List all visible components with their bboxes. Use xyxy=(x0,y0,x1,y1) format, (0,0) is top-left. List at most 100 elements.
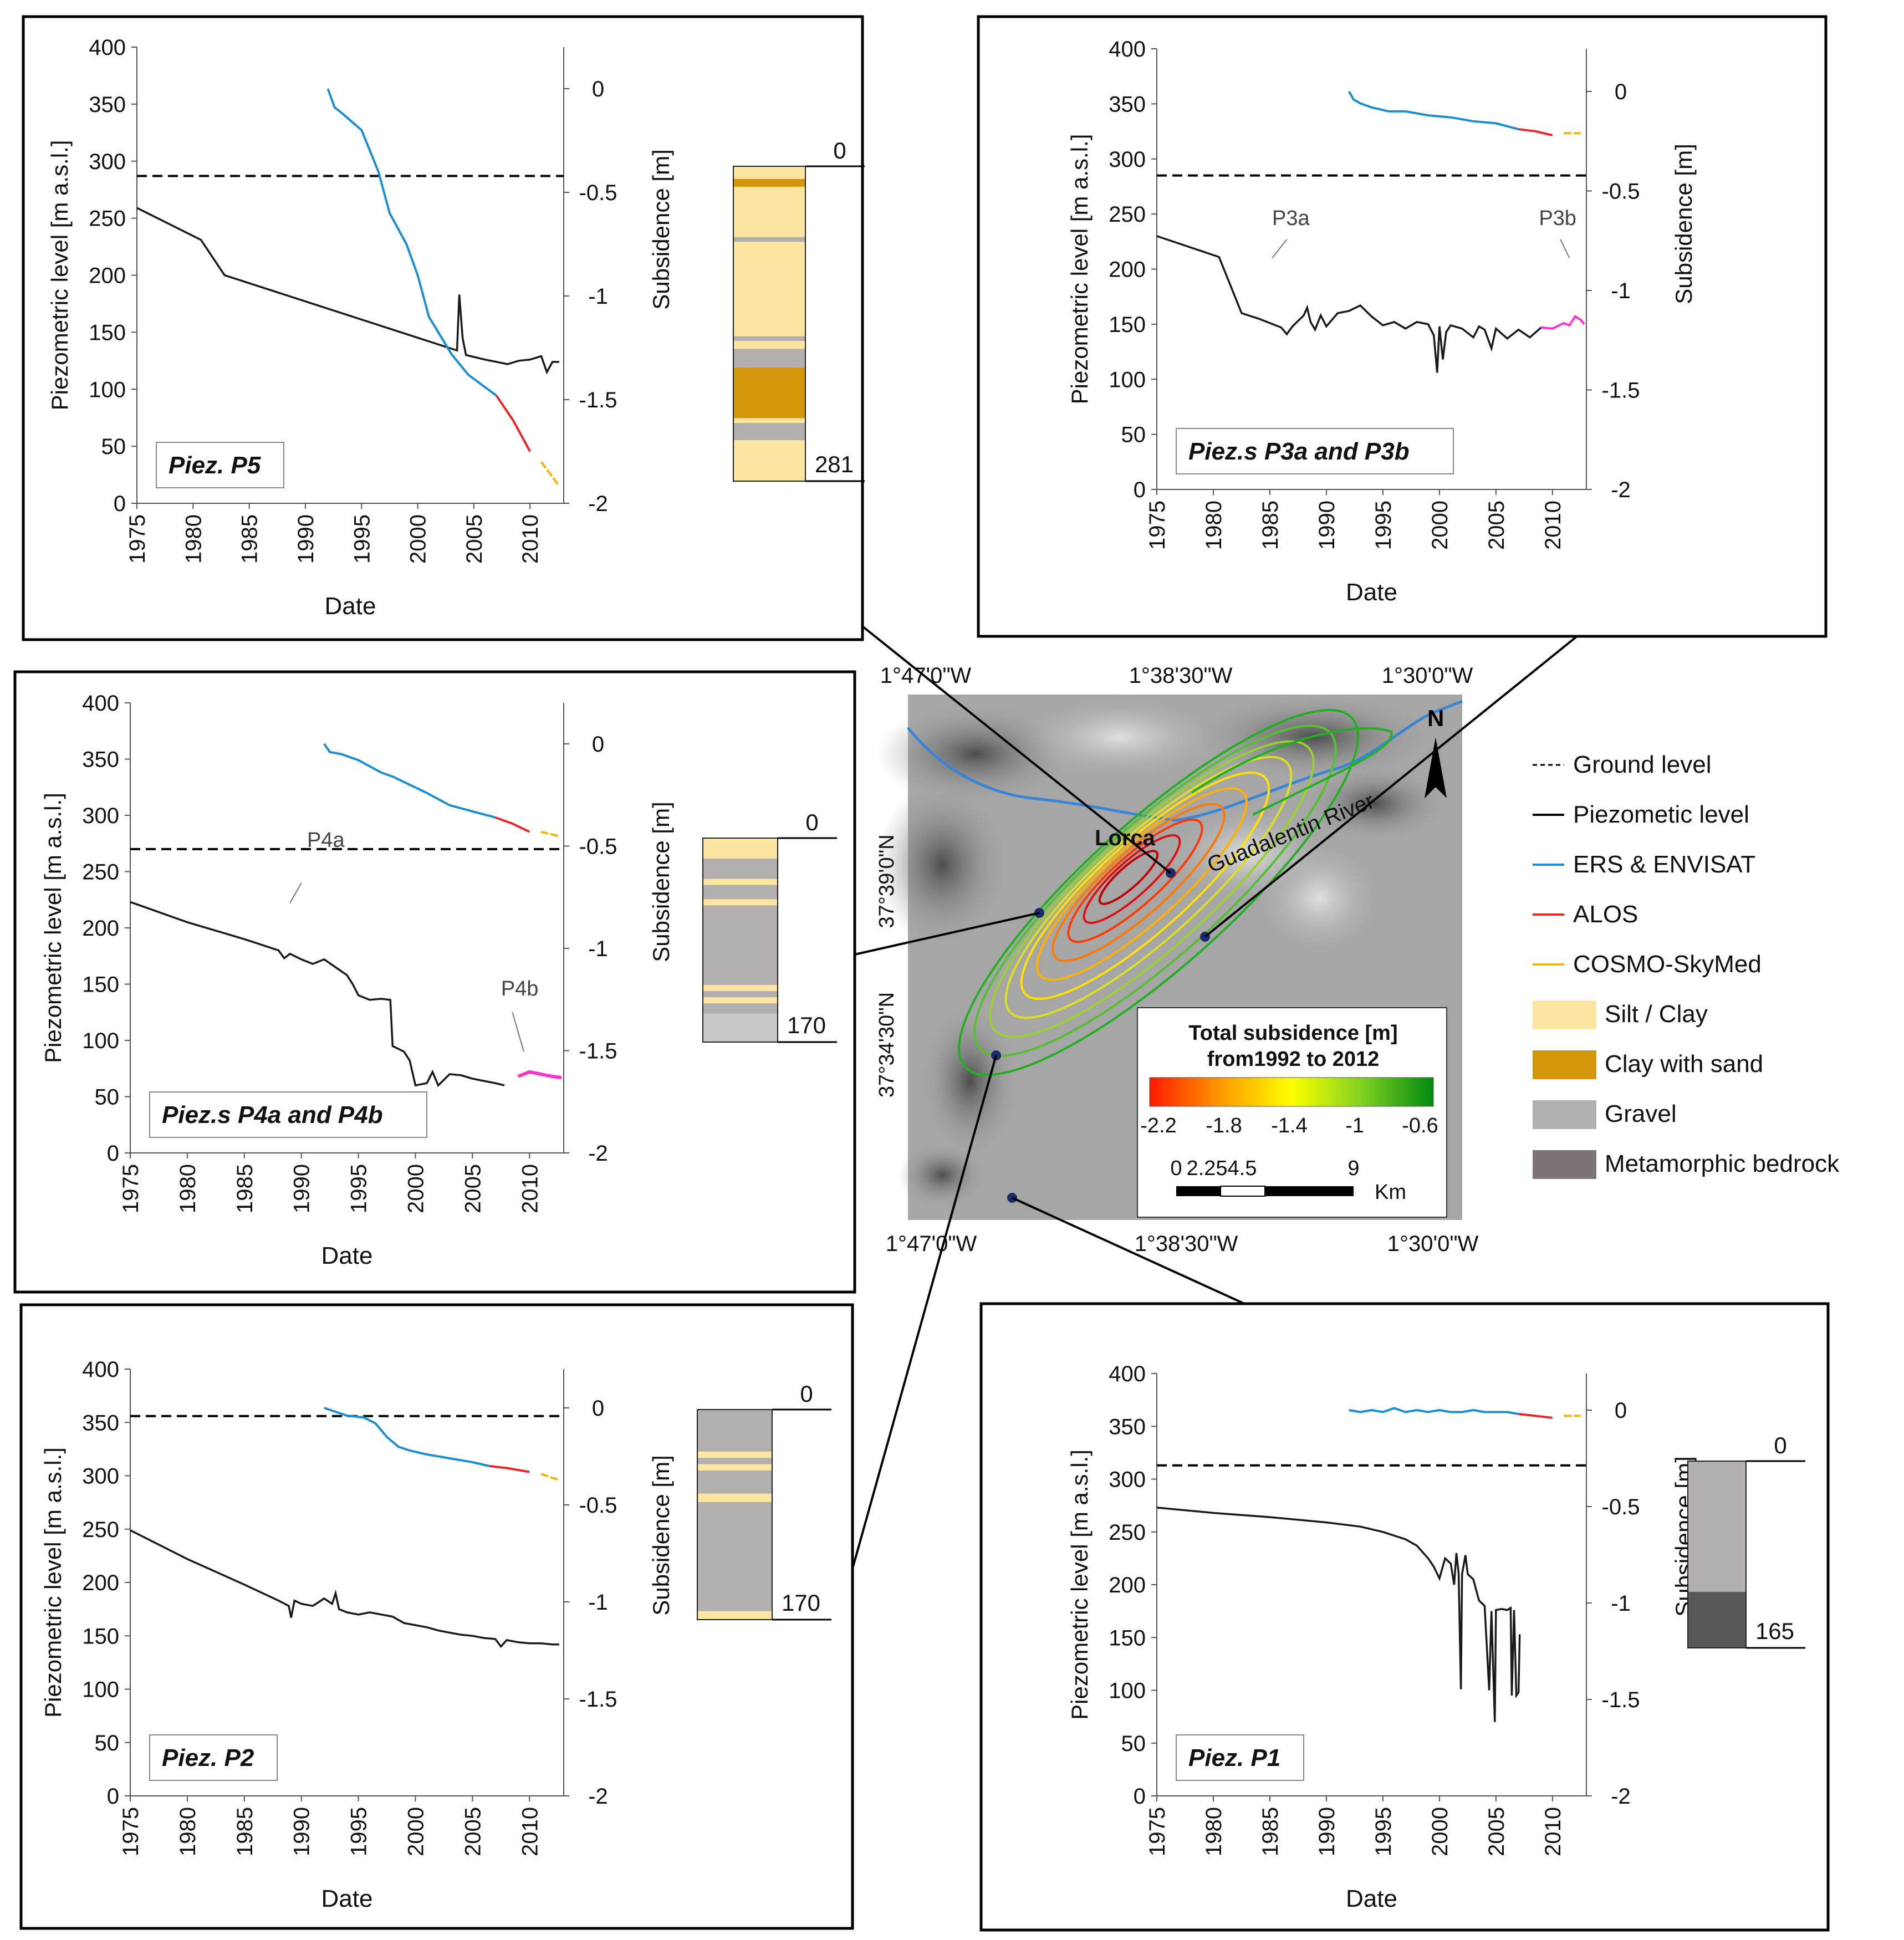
y2-tick-label: -0.5 xyxy=(1602,180,1640,204)
city-label: Lorca xyxy=(1095,826,1156,850)
x-tick-label: 1995 xyxy=(350,514,374,564)
x-tick-label: 1980 xyxy=(1202,1807,1226,1856)
y2-tick-label: -1 xyxy=(1611,1591,1631,1616)
y-tick-label: 50 xyxy=(1121,423,1146,447)
column-outline xyxy=(702,838,778,1043)
column-layer xyxy=(703,984,778,992)
column-layer xyxy=(697,1458,772,1465)
river-line xyxy=(907,700,1463,822)
column-layer xyxy=(697,1470,772,1494)
column-layer xyxy=(733,336,805,341)
y2-tick-label: -1 xyxy=(588,284,608,309)
subsidence-contour xyxy=(1083,834,1181,924)
colorbar-tick-label: -1.4 xyxy=(1271,1114,1307,1137)
column-bottom-label: 165 xyxy=(1755,1618,1794,1644)
legend-item: Gravel xyxy=(1533,1100,1677,1129)
colorbar-tick-label: -2.2 xyxy=(1140,1114,1176,1137)
ers-envisat-series xyxy=(323,743,496,819)
x-tick-label: 1975 xyxy=(119,1807,143,1856)
piezometric-series xyxy=(1156,1507,1521,1722)
y-tick-label: 0 xyxy=(1134,1784,1146,1809)
panel-frame-p1 xyxy=(979,1302,1830,1932)
ers-envisat-series xyxy=(324,1407,490,1467)
y-tick-label: 150 xyxy=(82,1624,119,1648)
ers-envisat-series xyxy=(1347,91,1519,131)
x-tick-label: 1995 xyxy=(1371,501,1396,550)
column-outline xyxy=(733,166,806,482)
column-bottom-label: 170 xyxy=(787,1012,826,1038)
column-layer xyxy=(733,367,805,418)
y-tick-label: 50 xyxy=(1121,1732,1146,1756)
y2-tick-label: -2 xyxy=(588,1784,608,1809)
legend-label: ERS & ENVISAT xyxy=(1573,851,1755,878)
column-bottom-label: 281 xyxy=(815,451,854,477)
x-tick-label: 2010 xyxy=(518,1164,542,1213)
y2-tick-label: -2 xyxy=(1611,478,1631,502)
y-tick-label: 350 xyxy=(82,748,119,772)
x-tick-label: 2005 xyxy=(462,514,487,564)
subsidence-contour xyxy=(989,740,1315,1038)
x-tick-label: 1995 xyxy=(347,1807,371,1856)
y2-axis-label: Subsidence [m] xyxy=(648,801,674,962)
column-bottom-label: 170 xyxy=(782,1590,820,1616)
column-layer xyxy=(703,858,778,880)
x-tick-label: 1990 xyxy=(290,1807,314,1856)
cosmo-skymed-series xyxy=(540,1473,559,1481)
y-tick-label: 0 xyxy=(1134,478,1146,502)
y2-tick-label: -2 xyxy=(588,492,608,516)
subsidence-contour xyxy=(1191,727,1393,816)
column-top-label: 0 xyxy=(800,1381,813,1407)
legend-item: ALOS xyxy=(1533,901,1638,928)
legend-box-map xyxy=(1137,1007,1447,1218)
title-box xyxy=(149,1091,427,1138)
y2-axis-label: Subsidence [m] xyxy=(648,149,674,310)
y2-tick-label: 0 xyxy=(592,1396,604,1421)
title-box xyxy=(1176,1734,1304,1781)
x-tick-label: 2010 xyxy=(518,1807,542,1856)
subsidence-contour xyxy=(1051,803,1226,962)
legend-label: Silt / Clay xyxy=(1605,1000,1708,1028)
legend-item: ERS & ENVISAT xyxy=(1533,851,1755,878)
x-tick-label: 2005 xyxy=(461,1807,485,1856)
column-layer xyxy=(697,1611,772,1620)
y-tick-label: 50 xyxy=(101,435,126,459)
y-tick-label: 400 xyxy=(1109,37,1146,62)
legend-item: Silt / Clay xyxy=(1533,1000,1708,1029)
scale-tick-label: 2.254.5 xyxy=(1187,1157,1257,1180)
y-tick-label: 100 xyxy=(82,1678,119,1702)
alos-series xyxy=(1518,128,1553,136)
column-layer xyxy=(703,838,778,859)
y2-tick-label: -1.5 xyxy=(1602,1688,1640,1712)
piezometric-series xyxy=(130,901,505,1088)
y-tick-label: 200 xyxy=(82,916,119,941)
x-tick-label: 2000 xyxy=(404,1807,428,1856)
column-layer xyxy=(733,341,805,349)
column-top-label: 0 xyxy=(805,809,818,835)
x-tick-label: 1985 xyxy=(233,1164,257,1213)
legend-swatch-box xyxy=(1533,1050,1596,1079)
y-tick-label: 200 xyxy=(1109,258,1146,282)
y-tick-label: 100 xyxy=(1109,367,1146,392)
x-tick-label: 1980 xyxy=(1202,501,1226,550)
connector-line xyxy=(861,625,1172,874)
annotation-leader xyxy=(1272,239,1288,259)
x-tick-label: 1985 xyxy=(233,1807,257,1856)
y-tick-label: 0 xyxy=(114,492,126,516)
legend-label: Metamorphic bedrock xyxy=(1605,1150,1840,1177)
annotation-leader xyxy=(1560,239,1570,259)
legend-label: Ground level xyxy=(1573,751,1711,778)
legend-label: Gravel xyxy=(1605,1100,1677,1127)
ers-envisat-series xyxy=(1349,1407,1519,1415)
y2-tick-label: 0 xyxy=(592,732,604,757)
scale-bar-segment xyxy=(1265,1186,1354,1196)
y-tick-label: 200 xyxy=(1109,1573,1146,1597)
chart-title: Piez. P1 xyxy=(1188,1744,1280,1771)
stratigraphic-column: 0 165 xyxy=(1687,1432,1805,1649)
column-layer xyxy=(697,1464,772,1471)
column-layer xyxy=(1688,1591,1746,1648)
x-tick-label: 2000 xyxy=(1428,501,1452,550)
ers-envisat-series xyxy=(326,88,497,397)
y-tick-label: 250 xyxy=(1109,202,1146,227)
subsidence-contour xyxy=(1098,850,1159,905)
